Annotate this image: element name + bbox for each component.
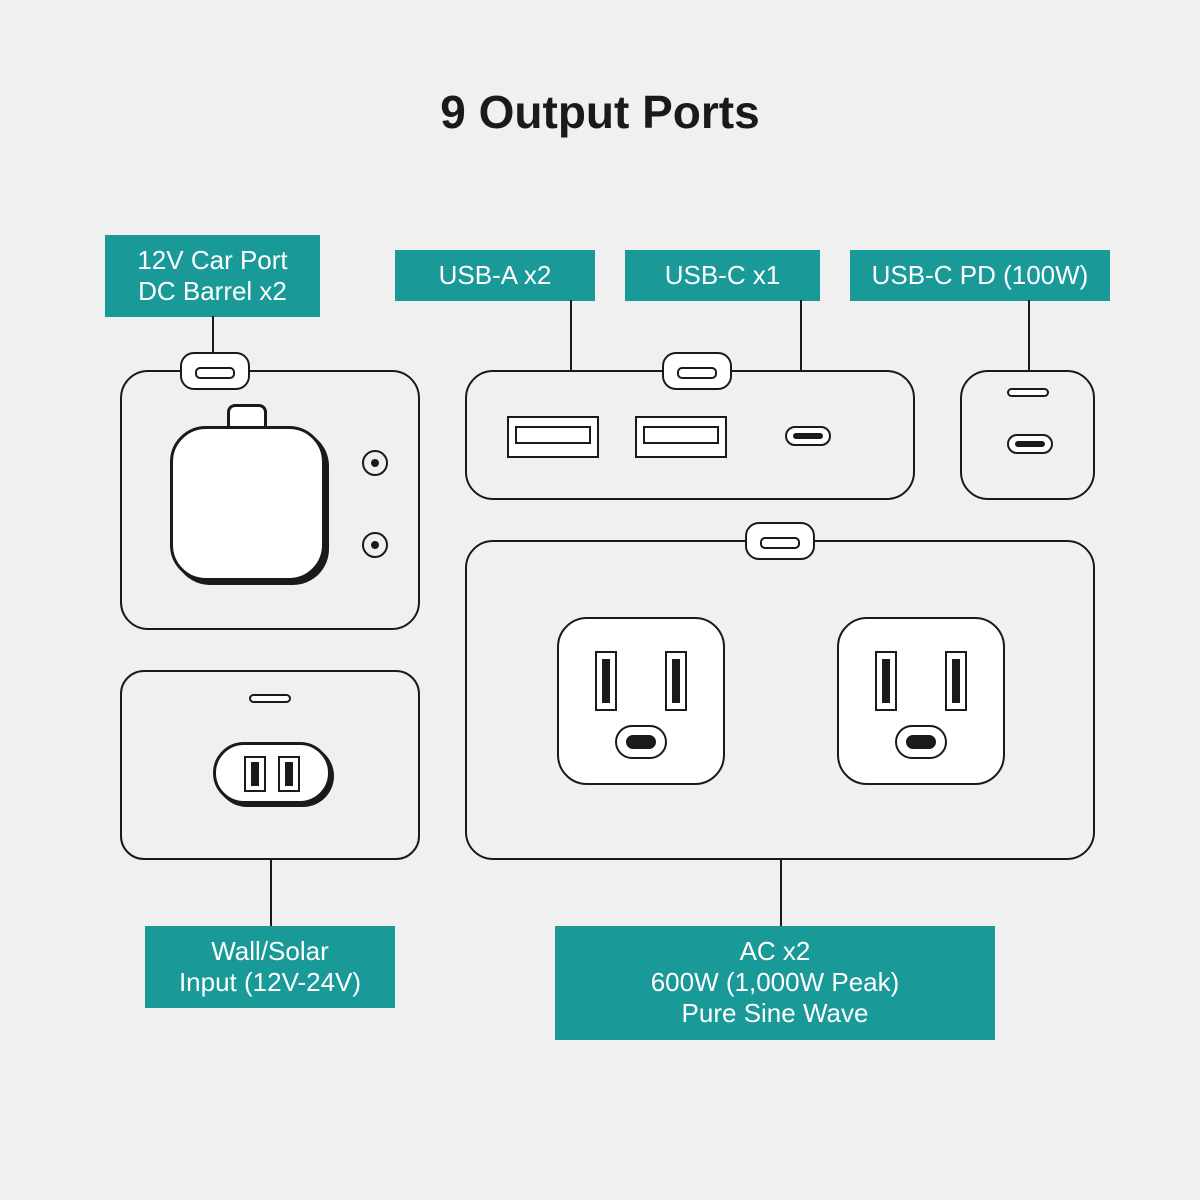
ac-slot-icon	[945, 651, 967, 711]
label-wall-solar-line2: Input (12V-24V)	[179, 967, 361, 997]
label-usb-c-pd: USB-C PD (100W)	[850, 250, 1110, 301]
label-ac-line1: AC x2	[740, 936, 811, 966]
ac-slot-icon	[875, 651, 897, 711]
label-ac-line3: Pure Sine Wave	[682, 998, 869, 1028]
connector-usb-c-pd	[1028, 300, 1030, 370]
ac-slot-icon	[595, 651, 617, 711]
tab-ac	[745, 522, 815, 560]
ac-slot-icon	[665, 651, 687, 711]
car-cap-icon	[170, 426, 325, 581]
ac-outlet-icon	[557, 617, 725, 785]
ac-ground-icon	[895, 725, 947, 759]
label-wall-solar: Wall/Solar Input (12V-24V)	[145, 926, 395, 1008]
label-usb-c: USB-C x1	[625, 250, 820, 301]
connector-wall-solar	[270, 860, 272, 926]
tab-usb-row	[662, 352, 732, 390]
plug-prong-icon	[244, 756, 266, 792]
label-car-port: 12V Car Port DC Barrel x2	[105, 235, 320, 317]
label-ac-line2: 600W (1,000W Peak)	[651, 967, 900, 997]
slot-wall-solar	[249, 694, 291, 703]
usb-a-port-icon	[507, 416, 599, 458]
panel-car-port	[120, 370, 420, 630]
panel-wall-solar	[120, 670, 420, 860]
wall-plug-icon	[213, 742, 331, 804]
usb-c-port-icon	[785, 426, 831, 446]
ac-ground-icon	[615, 725, 667, 759]
tab-car-port	[180, 352, 250, 390]
connector-usb-c	[800, 300, 802, 370]
page-title: 9 Output Ports	[0, 85, 1200, 139]
usb-c-pd-port-icon	[1007, 434, 1053, 454]
label-ac: AC x2 600W (1,000W Peak) Pure Sine Wave	[555, 926, 995, 1040]
connector-car-port	[212, 316, 214, 352]
label-car-port-line2: DC Barrel x2	[138, 276, 287, 306]
connector-ac	[780, 860, 782, 926]
panel-usb-pd	[960, 370, 1095, 500]
label-usb-a: USB-A x2	[395, 250, 595, 301]
connector-usb-a	[570, 300, 572, 370]
panel-ac	[465, 540, 1095, 860]
slot-usb-pd	[1007, 388, 1049, 397]
label-wall-solar-line1: Wall/Solar	[211, 936, 329, 966]
plug-prong-icon	[278, 756, 300, 792]
dc-barrel-icon	[362, 532, 388, 558]
panel-usb-row	[465, 370, 915, 500]
dc-barrel-icon	[362, 450, 388, 476]
label-car-port-line1: 12V Car Port	[137, 245, 287, 275]
usb-a-port-icon	[635, 416, 727, 458]
ac-outlet-icon	[837, 617, 1005, 785]
